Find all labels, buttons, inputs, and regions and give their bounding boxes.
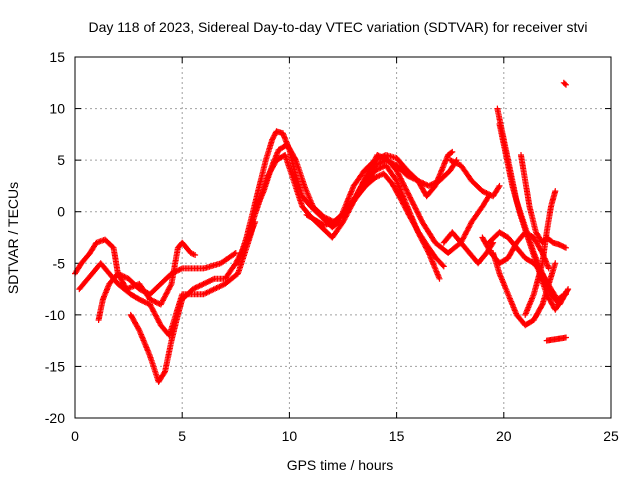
- data-series-arc12: [494, 105, 572, 308]
- data-marks: [447, 157, 503, 200]
- data-marks: [543, 334, 569, 344]
- y-tick-label: -20: [45, 410, 65, 426]
- y-tick-label: -15: [45, 358, 65, 374]
- y-tick-label: 5: [57, 152, 65, 168]
- data-marks: [496, 121, 567, 313]
- x-tick-label: 15: [389, 428, 405, 444]
- x-tick-label: 10: [282, 428, 298, 444]
- data-series-arc3: [95, 250, 239, 323]
- data-marks: [522, 188, 559, 318]
- data-points: [72, 79, 572, 385]
- chart-title: Day 118 of 2023, Sidereal Day-to-day VTE…: [88, 19, 587, 35]
- x-tick-label: 5: [178, 428, 186, 444]
- x-axis-label: GPS time / hours: [287, 457, 394, 473]
- data-series-arc13: [496, 121, 567, 313]
- data-marks: [340, 157, 460, 220]
- y-tick-label: -5: [53, 255, 66, 271]
- data-marks: [95, 250, 239, 323]
- x-tick-label: 0: [71, 428, 79, 444]
- y-tick-label: 0: [57, 204, 65, 220]
- data-series-arc20: [560, 79, 569, 88]
- plot-frame: [74, 56, 612, 419]
- y-tick-label: 15: [49, 49, 65, 65]
- y-tick-label: -10: [45, 307, 65, 323]
- data-series-arc18: [522, 188, 559, 318]
- x-tick-label: 25: [603, 428, 619, 444]
- data-series-arc11: [447, 157, 503, 200]
- data-marks: [494, 105, 572, 308]
- data-series-arc9: [340, 157, 460, 220]
- x-tick-label: 20: [496, 428, 512, 444]
- data-series-arc19: [543, 334, 569, 344]
- y-tick-label: 10: [49, 101, 65, 117]
- y-axis-label: SDTVAR / TECUs: [5, 182, 21, 294]
- data-marks: [560, 79, 569, 88]
